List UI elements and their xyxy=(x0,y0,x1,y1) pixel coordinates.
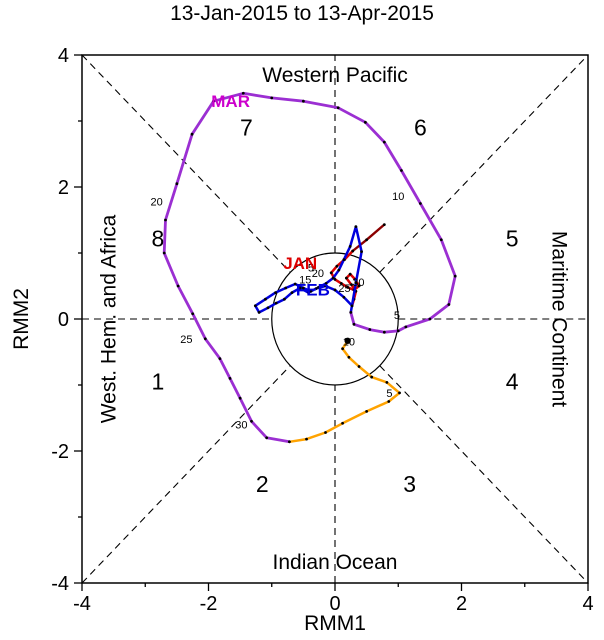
y-axis-label: RMM2 xyxy=(10,288,33,350)
svg-text:5: 5 xyxy=(386,388,392,400)
svg-text:8: 8 xyxy=(152,225,165,251)
svg-text:30: 30 xyxy=(352,277,364,289)
svg-text:6: 6 xyxy=(414,115,427,141)
svg-text:2: 2 xyxy=(456,593,467,615)
svg-text:0: 0 xyxy=(58,309,69,331)
svg-text:5: 5 xyxy=(394,310,400,322)
chart-title: 13-Jan-2015 to 13-Apr-2015 xyxy=(170,2,434,25)
svg-text:4: 4 xyxy=(506,369,519,395)
svg-text:2: 2 xyxy=(256,471,269,497)
svg-text:Maritime Continent: Maritime Continent xyxy=(548,231,571,407)
svg-text:25: 25 xyxy=(338,283,350,295)
unit-circle xyxy=(271,252,399,386)
svg-text:West. Hem. and Africa: West. Hem. and Africa xyxy=(98,214,121,423)
svg-text:20: 20 xyxy=(151,197,163,209)
axis-ticks xyxy=(74,54,589,591)
svg-text:-2: -2 xyxy=(200,593,218,615)
svg-text:4: 4 xyxy=(582,593,593,615)
x-axis-label: RMM1 xyxy=(304,612,366,635)
svg-text:MAR: MAR xyxy=(211,92,250,111)
axis-tick-labels: -4-4 -2 -2 0 0 2 2 4 4 xyxy=(51,45,593,615)
svg-text:JAN: JAN xyxy=(283,254,317,273)
trajectory-end-marker xyxy=(344,337,351,344)
svg-text:15: 15 xyxy=(299,274,311,286)
svg-text:-4: -4 xyxy=(73,593,91,615)
svg-text:5: 5 xyxy=(506,225,519,251)
phase-number-labels: 1 2 3 4 5 6 7 8 xyxy=(152,115,519,497)
svg-text:1: 1 xyxy=(152,369,165,395)
svg-text:FEB: FEB xyxy=(296,280,330,299)
svg-text:10: 10 xyxy=(392,191,404,203)
svg-text:0: 0 xyxy=(329,593,340,615)
svg-text:2: 2 xyxy=(58,177,69,199)
svg-text:20: 20 xyxy=(312,268,324,280)
svg-text:Indian Ocean: Indian Ocean xyxy=(273,551,398,574)
svg-text:3: 3 xyxy=(403,471,416,497)
svg-text:10: 10 xyxy=(343,336,355,348)
svg-text:-4: -4 xyxy=(51,573,69,595)
month-labels: JAN FEB MAR xyxy=(211,92,330,299)
trajectory-mar xyxy=(162,91,457,444)
svg-text:-2: -2 xyxy=(51,441,69,463)
svg-text:30: 30 xyxy=(235,420,247,432)
phase-boundary-lines xyxy=(81,54,589,584)
day-dots-apr xyxy=(288,339,401,444)
svg-text:Western Pacific: Western Pacific xyxy=(262,64,408,87)
svg-text:4: 4 xyxy=(58,45,69,67)
region-labels: Western Pacific Indian Ocean West. Hem. an… xyxy=(98,64,571,574)
trajectory-apr xyxy=(288,339,401,444)
svg-text:7: 7 xyxy=(240,115,253,141)
svg-text:5: 5 xyxy=(308,263,314,275)
svg-text:25: 25 xyxy=(180,334,192,346)
trajectory-jan xyxy=(329,249,361,308)
